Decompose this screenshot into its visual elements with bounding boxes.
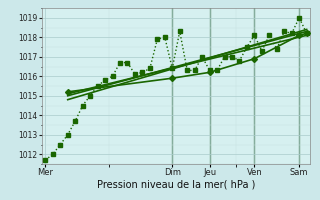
- X-axis label: Pression niveau de la mer( hPa ): Pression niveau de la mer( hPa ): [97, 180, 255, 190]
